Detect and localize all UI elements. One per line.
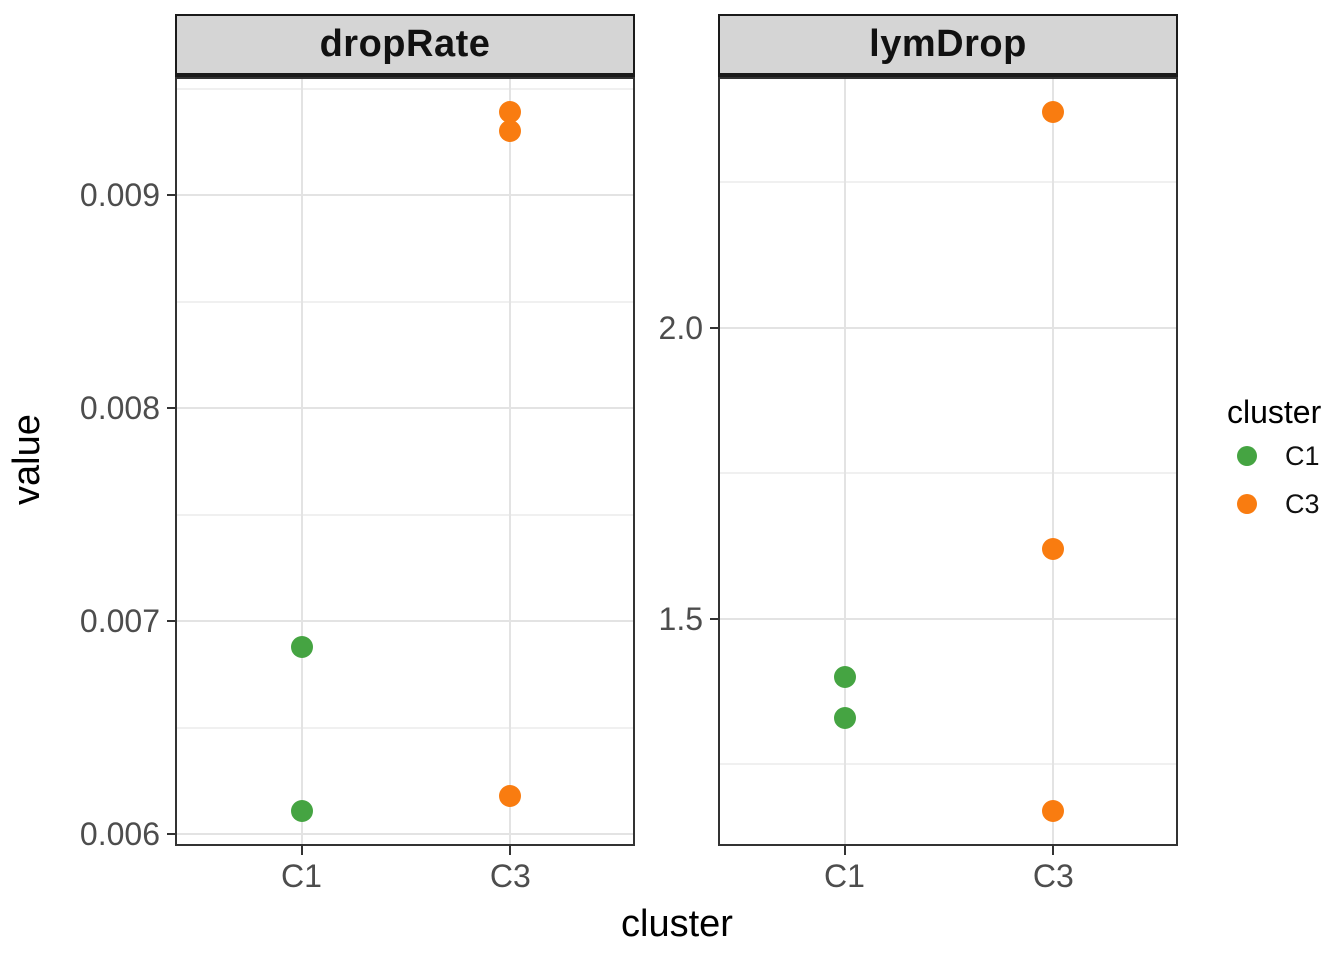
legend-key-dot [1237, 494, 1257, 514]
grid-major-line [177, 407, 633, 410]
legend-key-dot [1237, 446, 1257, 466]
y-tick-mark [167, 620, 175, 623]
legend-item-label: C3 [1285, 488, 1320, 519]
facet-strip-label: lymDrop [869, 23, 1027, 65]
grid-category-line [843, 79, 846, 844]
legend-item-C3: C3 [1227, 480, 1344, 528]
y-tick-mark [167, 407, 175, 410]
facet-strip-label: dropRate [319, 23, 491, 65]
data-point [1042, 800, 1065, 823]
y-tick-label: 0.009 [79, 177, 160, 214]
data-point [1042, 537, 1065, 560]
data-point [499, 120, 522, 143]
x-axis-title: cluster [621, 903, 733, 945]
x-tick-label: C3 [489, 858, 531, 894]
grid-minor-line [177, 513, 633, 516]
y-tick-mark [167, 194, 175, 197]
legend: cluster C1 C3 [1227, 392, 1344, 528]
x-tick-label: C1 [281, 858, 322, 894]
data-point [1042, 100, 1065, 123]
grid-category-line [300, 79, 303, 844]
legend-title: cluster [1227, 394, 1322, 430]
y-tick-label: 0.007 [79, 603, 160, 640]
facet-panel-lymDrop [718, 77, 1178, 846]
grid-major-line [177, 620, 633, 623]
x-tick-label: C1 [824, 858, 865, 894]
y-tick-mark [167, 833, 175, 836]
grid-category-line [509, 79, 512, 844]
data-point [833, 706, 856, 729]
data-point [499, 785, 522, 808]
facet-strip-dropRate: dropRate [175, 14, 635, 77]
facet-strip-lymDrop: lymDrop [718, 14, 1178, 77]
data-point [833, 666, 856, 689]
x-tick-mark [509, 846, 512, 855]
grid-minor-line [720, 180, 1176, 183]
data-point [499, 100, 522, 123]
y-tick-mark [710, 617, 718, 620]
grid-category-line [1052, 79, 1055, 844]
legend-item-C1: C1 [1227, 432, 1344, 480]
legend-items: C1 C3 [1227, 432, 1344, 528]
grid-minor-line [720, 763, 1176, 766]
grid-major-line [720, 617, 1176, 620]
y-tick-label: 0.008 [79, 390, 160, 427]
grid-minor-line [177, 300, 633, 303]
grid-minor-line [177, 726, 633, 729]
data-point [290, 800, 313, 823]
x-tick-label: C3 [1032, 858, 1074, 894]
x-tick-mark [300, 846, 303, 855]
grid-major-line [177, 194, 633, 197]
grid-major-line [177, 833, 633, 836]
data-point [290, 635, 313, 658]
facet-panel-dropRate [175, 77, 635, 846]
y-tick-label: 2.0 [658, 309, 703, 346]
y-tick-label: 0.006 [79, 816, 160, 853]
grid-minor-line [720, 472, 1176, 475]
grid-minor-line [177, 87, 633, 90]
y-tick-mark [710, 326, 718, 329]
y-tick-label: 1.5 [658, 600, 703, 637]
x-tick-mark [843, 846, 846, 855]
grid-major-line [720, 326, 1176, 329]
x-tick-mark [1052, 846, 1055, 855]
legend-item-label: C1 [1285, 440, 1320, 471]
